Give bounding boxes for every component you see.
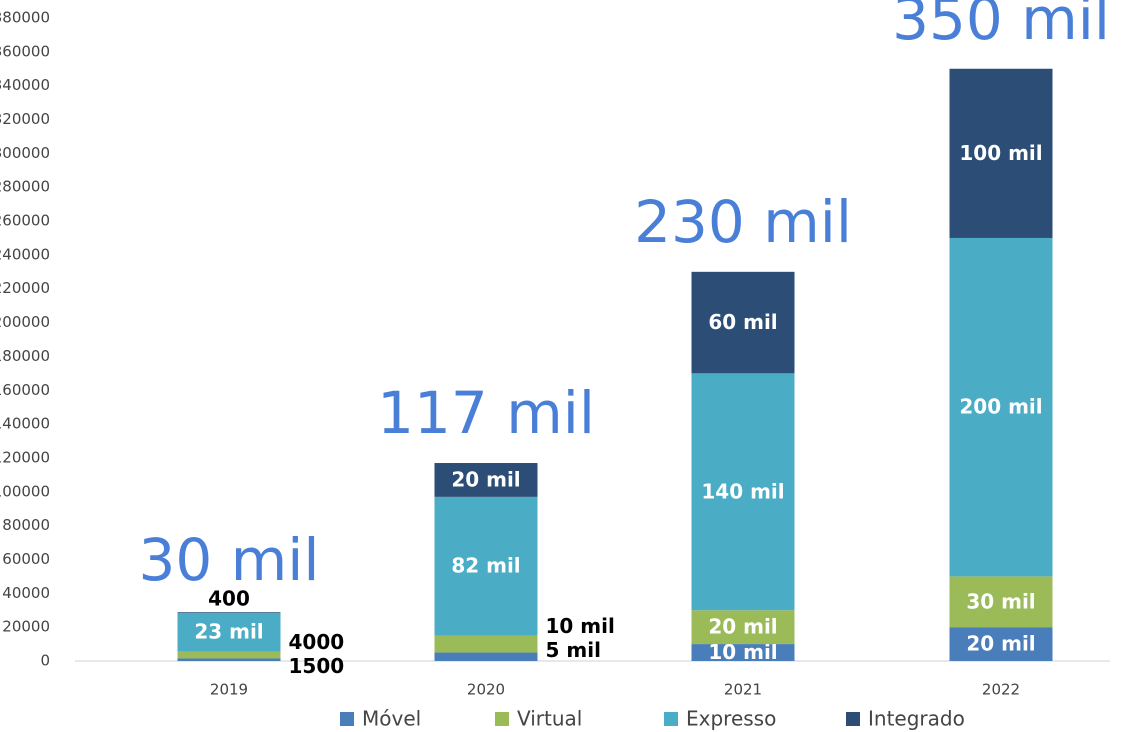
bar-segment	[691, 271, 795, 374]
y-tick-label: 240000	[0, 245, 50, 263]
legend-label: Integrado	[868, 707, 965, 731]
bar-segment	[177, 658, 281, 661]
total-label: 350 mil	[892, 0, 1110, 53]
y-tick-label: 20000	[2, 618, 50, 636]
data-label: 20 mil	[966, 632, 1035, 656]
y-tick-label: 220000	[0, 279, 50, 297]
legend-swatch	[495, 712, 509, 726]
y-tick-label: 380000	[0, 9, 50, 27]
y-tick-label: 320000	[0, 110, 50, 128]
data-label: 60 mil	[708, 310, 777, 334]
y-tick-label: 340000	[0, 76, 50, 94]
data-label: 20 mil	[451, 467, 520, 491]
data-label: 30 mil	[966, 589, 1035, 613]
bar-segment	[434, 652, 538, 661]
bar-segment	[691, 644, 795, 661]
y-tick-label: 40000	[2, 584, 50, 602]
bar-segment	[434, 463, 538, 497]
data-label: 20 mil	[708, 615, 777, 639]
legend-label: Móvel	[362, 707, 421, 731]
bar-segment	[177, 612, 281, 613]
data-label: 400	[208, 587, 250, 611]
legend-label: Expresso	[686, 707, 776, 731]
total-label: 117 mil	[377, 379, 595, 447]
y-tick-label: 120000	[0, 448, 50, 466]
bar-segment	[949, 237, 1053, 577]
total-label: 30 mil	[139, 526, 320, 594]
y-tick-label: 160000	[0, 381, 50, 399]
bar-segment	[691, 373, 795, 611]
bar-segment	[434, 635, 538, 653]
data-label: 5 mil	[546, 638, 601, 662]
y-tick-label: 60000	[2, 550, 50, 568]
legend-label: Virtual	[517, 707, 582, 731]
x-tick-label: 2022	[982, 681, 1020, 699]
data-label: 23 mil	[194, 620, 263, 644]
x-tick-label: 2020	[467, 681, 505, 699]
bar-segment	[691, 610, 795, 645]
x-tick-label: 2021	[724, 681, 762, 699]
data-label: 82 mil	[451, 554, 520, 578]
bar-segment	[949, 68, 1053, 238]
y-tick-label: 180000	[0, 347, 50, 365]
legend-swatch	[340, 712, 354, 726]
data-label: 140 mil	[701, 479, 784, 503]
data-label: 100 mil	[959, 141, 1042, 165]
data-label: 10 mil	[546, 614, 615, 638]
legend-swatch	[664, 712, 678, 726]
data-label: 1500	[289, 654, 345, 678]
y-tick-label: 200000	[0, 313, 50, 331]
bar-segment	[949, 576, 1053, 628]
y-tick-label: 140000	[0, 415, 50, 433]
total-label: 230 mil	[634, 188, 852, 256]
y-tick-label: 360000	[0, 42, 50, 60]
y-tick-label: 80000	[2, 516, 50, 534]
y-tick-label: 260000	[0, 212, 50, 230]
data-label: 200 mil	[959, 395, 1042, 419]
bar-segment	[177, 651, 281, 659]
bar-segment	[177, 612, 281, 652]
y-tick-label: 280000	[0, 178, 50, 196]
x-tick-label: 2019	[210, 681, 248, 699]
legend-swatch	[846, 712, 860, 726]
y-tick-label: 300000	[0, 144, 50, 162]
bar-segment	[949, 627, 1053, 661]
y-tick-label: 100000	[0, 482, 50, 500]
bar-segment	[434, 496, 538, 636]
y-tick-label: 0	[40, 652, 50, 670]
data-label: 4000	[289, 630, 345, 654]
